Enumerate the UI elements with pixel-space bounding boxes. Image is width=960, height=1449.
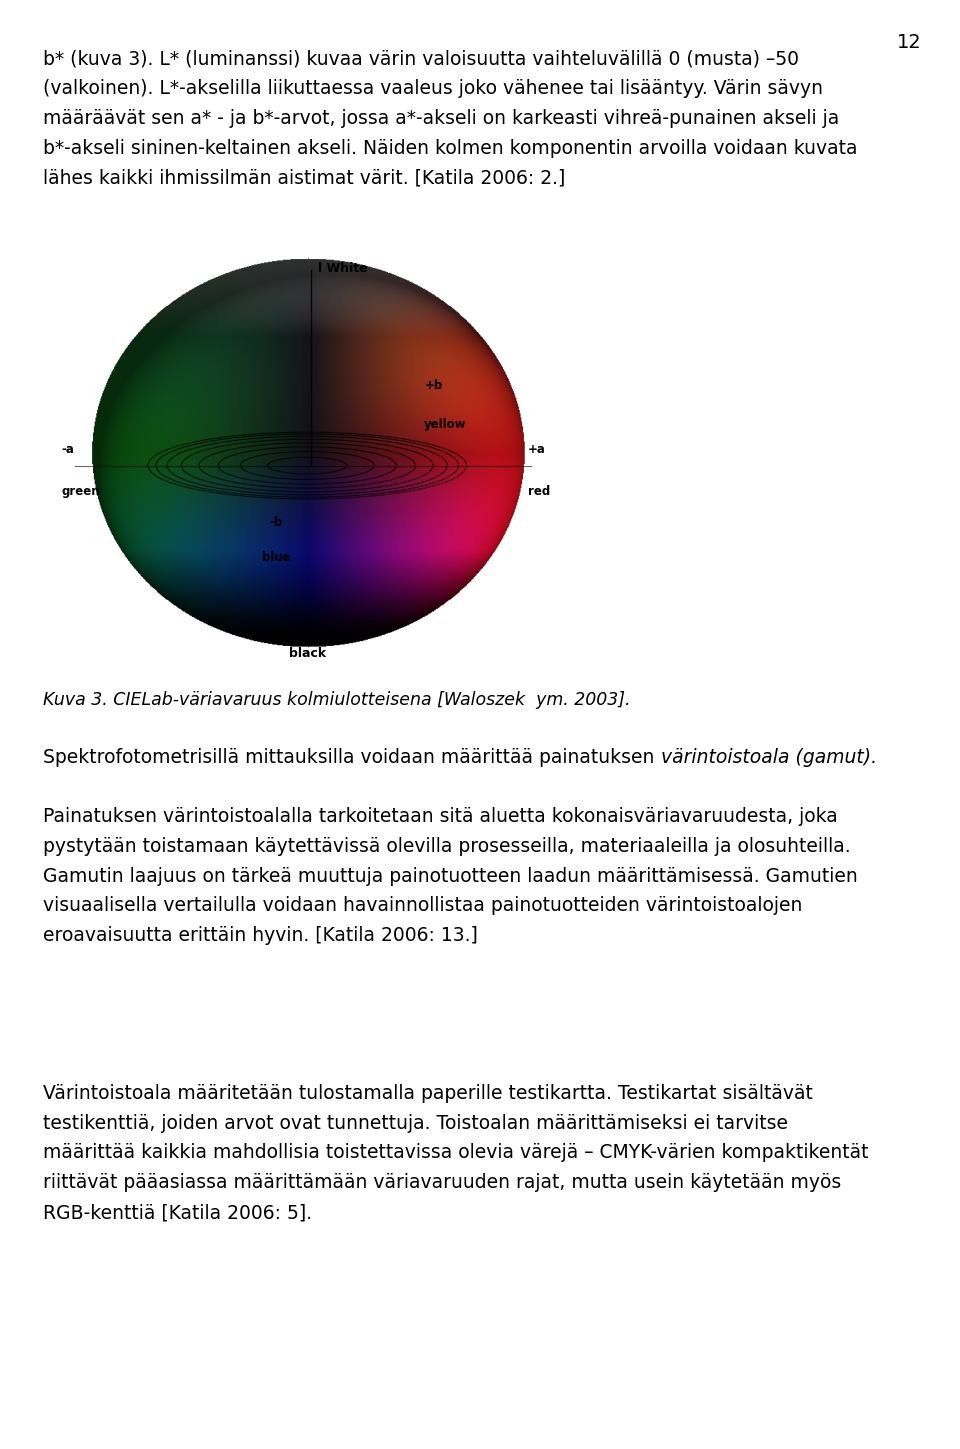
Text: +b: +b bbox=[424, 380, 443, 393]
Text: -a: -a bbox=[61, 443, 74, 456]
Text: red: red bbox=[528, 484, 550, 497]
Text: Painatuksen värintoistoalalla tarkoitetaan sitä aluetta kokonaisväriavaruudesta,: Painatuksen värintoistoalalla tarkoiteta… bbox=[43, 807, 858, 945]
Text: 12: 12 bbox=[897, 33, 922, 52]
Text: yellow: yellow bbox=[424, 417, 467, 430]
Text: blue: blue bbox=[262, 551, 291, 564]
Text: Värintoistoala määritetään tulostamalla paperille testikartta. Testikartat sisäl: Värintoistoala määritetään tulostamalla … bbox=[43, 1084, 869, 1222]
Text: black: black bbox=[289, 646, 325, 659]
Text: Spektrofotometrisillä mittauksilla voidaan määrittää painatuksen: Spektrofotometrisillä mittauksilla voida… bbox=[43, 748, 660, 767]
Text: b* (kuva 3). L* (luminanssi) kuvaa värin valoisuutta vaihteluvälillä 0 (musta) –: b* (kuva 3). L* (luminanssi) kuvaa värin… bbox=[43, 49, 857, 187]
Text: -b: -b bbox=[270, 516, 283, 529]
Text: green: green bbox=[61, 484, 100, 497]
Text: värintoistoala (gamut).: värintoistoala (gamut). bbox=[660, 748, 876, 767]
Text: +a: +a bbox=[528, 443, 545, 456]
Text: Kuva 3. CIELab-väriavaruus kolmiulotteisena [Waloszek  ym. 2003].: Kuva 3. CIELab-väriavaruus kolmiulotteis… bbox=[43, 691, 631, 709]
Text: l White: l White bbox=[318, 262, 367, 275]
